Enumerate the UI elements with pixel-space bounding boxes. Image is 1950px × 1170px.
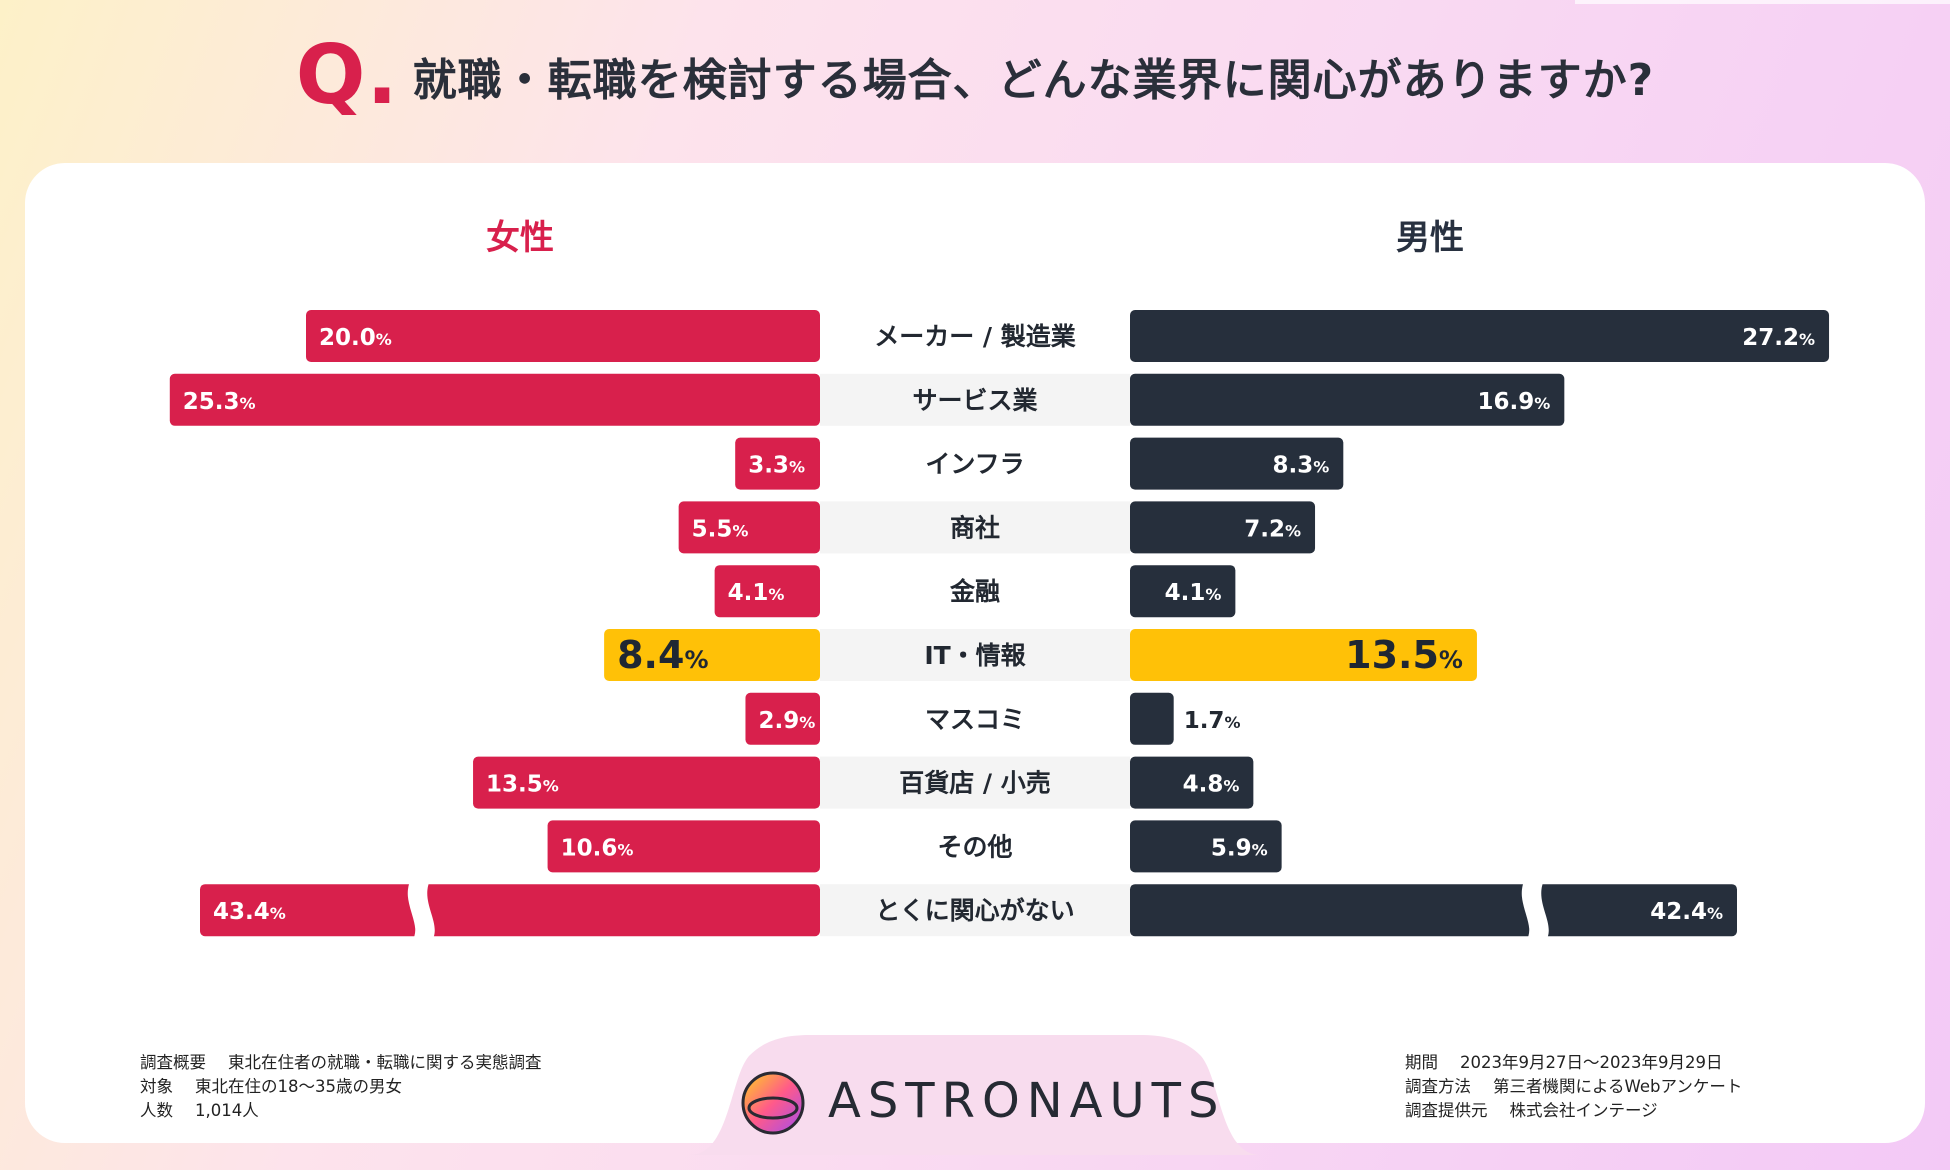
value-label-female: 5.5%: [692, 516, 749, 542]
bar-female: [745, 692, 820, 745]
value-label-female: 4.1%: [728, 580, 785, 606]
survey-provider: 調査提供元 株式会社インテージ: [1405, 1101, 1658, 1120]
axis-break-male-gap: [1523, 878, 1549, 943]
value-label-female: 25.3%: [183, 389, 256, 415]
category-label: その他: [937, 832, 1012, 861]
value-label-female: 8.4%: [617, 633, 708, 677]
bar-female: [604, 629, 820, 681]
category-label: インフラ: [925, 450, 1024, 479]
bar-male: [1130, 756, 1254, 809]
category-label: 商社: [950, 513, 1000, 542]
category-label: マスコミ: [925, 705, 1025, 734]
bar-male: [1130, 884, 1737, 937]
axis-break-female-line-a: [407, 877, 419, 944]
value-label-male: 4.8%: [1183, 772, 1240, 798]
bar-male: [1130, 629, 1477, 681]
bar-male: [1130, 501, 1316, 554]
bar-male: [1130, 820, 1282, 873]
segment-label-male: 男性: [1396, 218, 1464, 258]
bar-female: [473, 756, 820, 809]
astronauts-logo-icon: [741, 1071, 805, 1135]
axis-break-female: [407, 877, 435, 944]
category-label: IT・情報: [924, 641, 1026, 670]
survey-info-right: 期間 2023年9月27日〜2023年9月29日 調査方法 第三者機関によるWebア…: [1405, 1051, 1742, 1123]
q-mark: Q.: [295, 28, 399, 123]
bar-male: [1130, 373, 1565, 426]
category-stripe: [820, 756, 1130, 809]
value-label-male: 8.3%: [1273, 453, 1330, 479]
survey-overview: 調査概要 東北在住者の就職・転職に関する実態調査: [140, 1053, 542, 1072]
value-label-male: 27.2%: [1742, 325, 1815, 351]
value-label-female: 2.9%: [758, 708, 815, 734]
axis-break-male-line-a: [1521, 877, 1533, 944]
bar-male: [1130, 437, 1344, 490]
bar-male: [1130, 565, 1236, 618]
bar-male: [1130, 310, 1830, 362]
category-stripe: [820, 629, 1130, 681]
value-label-male: 42.4%: [1650, 899, 1723, 925]
value-label-female: 20.0%: [319, 325, 392, 351]
category-label: とくに関心がない: [875, 896, 1074, 925]
value-label-female: 3.3%: [748, 453, 805, 479]
category-label: 百貨店 / 小売: [899, 769, 1051, 798]
axis-break-female-gap: [409, 878, 435, 943]
bar-female: [735, 437, 820, 490]
survey-count: 人数 1,014人: [140, 1101, 259, 1120]
value-label-male: 7.2%: [1244, 516, 1301, 542]
bar-female: [547, 820, 820, 873]
value-label-female: 13.5%: [486, 772, 559, 798]
axis-break-male: [1521, 877, 1549, 944]
segment-label-female: 女性: [486, 218, 554, 258]
category-label: サービス業: [912, 386, 1037, 415]
astronauts-logo-text: ASTRONAUTS: [828, 1073, 1226, 1129]
top-decoration: [1575, 0, 1950, 4]
logo-tab: [690, 1035, 1260, 1155]
category-stripe: [820, 884, 1130, 937]
bar-female: [169, 373, 821, 426]
bar-female: [200, 884, 820, 937]
survey-method: 調査方法 第三者機関によるWebアンケート: [1405, 1077, 1743, 1096]
value-label-male: 16.9%: [1478, 389, 1551, 415]
page-title: Q. 就職・転職を検討する場合、どんな業界に関心がありますか?: [0, 28, 1950, 123]
value-label-male: 1.7%: [1184, 708, 1241, 734]
value-label-female: 10.6%: [561, 835, 634, 861]
bar-male: [1130, 692, 1174, 745]
bar-female: [306, 310, 820, 362]
value-label-male: 4.1%: [1165, 580, 1222, 606]
category-stripe: [820, 501, 1130, 554]
survey-target: 対象 東北在住の18〜35歳の男女: [140, 1077, 402, 1096]
value-label-male: 13.5%: [1345, 633, 1463, 677]
category-label: メーカー / 製造業: [874, 322, 1076, 351]
category-stripe: [820, 373, 1130, 426]
survey-period: 期間 2023年9月27日〜2023年9月29日: [1405, 1053, 1723, 1072]
survey-info-left: 調査概要 東北在住者の就職・転職に関する実態調査 対象 東北在住の18〜35歳の男女…: [140, 1051, 542, 1123]
question-text: 就職・転職を検討する場合、どんな業界に関心がありますか?: [412, 55, 1655, 106]
value-label-female: 43.4%: [213, 899, 286, 925]
value-label-male: 5.9%: [1211, 835, 1268, 861]
bar-female: [678, 501, 820, 554]
bar-female: [714, 565, 820, 618]
category-label: 金融: [949, 577, 1000, 606]
